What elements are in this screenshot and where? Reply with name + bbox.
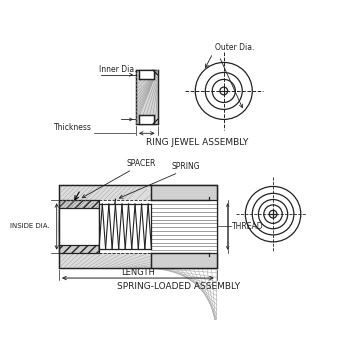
Polygon shape bbox=[59, 185, 217, 268]
Text: SPACER: SPACER bbox=[127, 159, 156, 168]
Polygon shape bbox=[59, 200, 99, 233]
Text: RING JEWEL ASSEMBLY: RING JEWEL ASSEMBLY bbox=[146, 138, 249, 147]
Polygon shape bbox=[59, 200, 217, 253]
Polygon shape bbox=[59, 208, 99, 245]
Text: THREAD: THREAD bbox=[232, 222, 264, 231]
Polygon shape bbox=[139, 70, 155, 80]
Polygon shape bbox=[136, 70, 158, 124]
Text: Inner Dia.: Inner Dia. bbox=[99, 65, 136, 74]
Text: Outer Dia.: Outer Dia. bbox=[214, 43, 254, 52]
Text: SPRING: SPRING bbox=[172, 162, 200, 171]
Text: INSIDE DIA.: INSIDE DIA. bbox=[10, 224, 50, 229]
Text: SPRING-LOADED ASSEMBLY: SPRING-LOADED ASSEMBLY bbox=[117, 282, 240, 291]
Text: Thickness: Thickness bbox=[54, 123, 92, 132]
Text: LENGTH: LENGTH bbox=[121, 267, 155, 276]
Polygon shape bbox=[139, 115, 155, 124]
Polygon shape bbox=[59, 221, 99, 253]
Polygon shape bbox=[99, 204, 152, 249]
Polygon shape bbox=[152, 253, 217, 268]
Polygon shape bbox=[152, 185, 217, 200]
